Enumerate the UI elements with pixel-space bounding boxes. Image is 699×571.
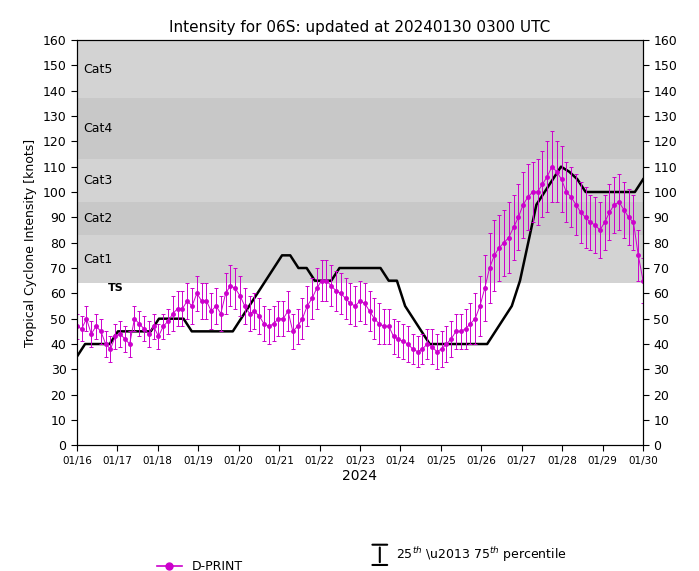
Text: 25$^{th}$ \u2013 75$^{th}$ percentile: 25$^{th}$ \u2013 75$^{th}$ percentile: [396, 545, 566, 564]
Bar: [77, 98, 643, 159]
Bar: [77, 202, 643, 235]
Text: Cat3: Cat3: [84, 174, 113, 187]
Y-axis label: Tropical Cyclone Intensity [knots]: Tropical Cyclone Intensity [knots]: [24, 139, 37, 347]
Bar: [77, 159, 643, 202]
Title: Intensity for 06S: updated at 20240130 0300 UTC: Intensity for 06S: updated at 20240130 0…: [169, 19, 551, 35]
Bar: [77, 40, 643, 98]
Text: Cat2: Cat2: [84, 212, 113, 225]
Text: Cat1: Cat1: [84, 252, 113, 266]
Text: Cat4: Cat4: [84, 122, 113, 135]
Text: Cat5: Cat5: [84, 63, 113, 75]
X-axis label: 2024: 2024: [343, 469, 377, 482]
Text: TS: TS: [108, 283, 123, 293]
Bar: [77, 235, 643, 283]
